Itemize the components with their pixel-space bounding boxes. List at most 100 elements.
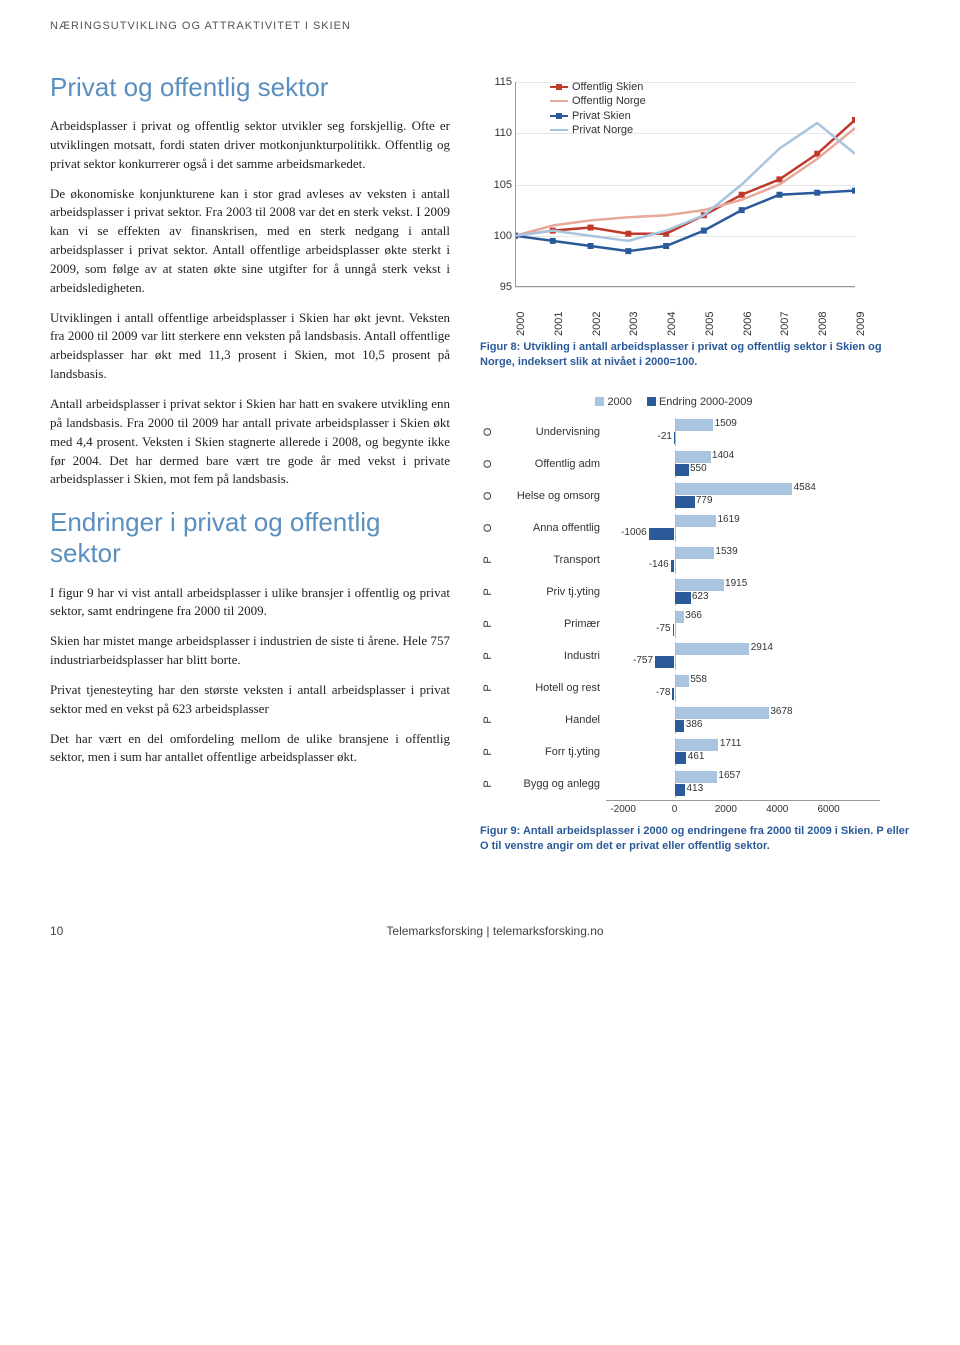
legend-label: 2000 bbox=[607, 396, 635, 408]
bar-2000 bbox=[675, 451, 711, 463]
x-axis-tick: 4000 bbox=[766, 804, 788, 815]
category-label: Anna offentlig bbox=[496, 522, 606, 534]
legend-label: Endring 2000-2009 bbox=[659, 396, 753, 408]
bar-2000 bbox=[675, 611, 684, 623]
bar-value-label: 461 bbox=[688, 751, 705, 762]
plot-area bbox=[515, 82, 855, 287]
category-label: Forr tj.yting bbox=[496, 746, 606, 758]
x-axis-tick: 2000 bbox=[715, 804, 737, 815]
bar-change bbox=[655, 656, 674, 668]
bar-row: OUndervisning1509-21 bbox=[480, 416, 880, 448]
bar-row: OAnna offentlig 1619 -1006 bbox=[480, 512, 880, 544]
sector-tag: O bbox=[482, 456, 494, 472]
paragraph: Skien har mistet mange arbeidsplasser i … bbox=[50, 632, 450, 670]
bar-row: PPrimær366-75 bbox=[480, 608, 880, 640]
bar-2000 bbox=[675, 547, 715, 559]
paragraph: Utviklingen i antall offentlige arbeidsp… bbox=[50, 309, 450, 384]
page-footer: 10 Telemarksforsking | telemarksforsking… bbox=[50, 924, 910, 938]
bar-2000 bbox=[675, 771, 718, 783]
bar-2000 bbox=[675, 707, 769, 719]
bar-value-label: 386 bbox=[686, 719, 703, 730]
line-chart-figure: 9510010511011520002001200220032004200520… bbox=[480, 72, 910, 332]
category-label: Industri bbox=[496, 650, 606, 662]
bar-group: 558 -78 bbox=[606, 674, 880, 702]
bar-2000 bbox=[675, 515, 717, 527]
x-axis-tick: -2000 bbox=[610, 804, 636, 815]
bar-value-label: -21 bbox=[658, 431, 672, 442]
bar-chart-legend: 2000 Endring 2000-2009 bbox=[480, 396, 880, 408]
y-tick-label: 100 bbox=[480, 230, 512, 242]
bar-value-label: -1006 bbox=[621, 527, 647, 538]
bar-x-axis: -2000 0 2000 4000 6000 bbox=[606, 800, 880, 818]
bar-value-label: 1915 bbox=[725, 578, 747, 589]
bar-change bbox=[675, 752, 687, 764]
bar-value-label: 2914 bbox=[751, 642, 773, 653]
bar-row: PPriv tj.yting1915623 bbox=[480, 576, 880, 608]
footer-text: Telemarksforsking | telemarksforsking.no bbox=[80, 924, 910, 938]
bar-value-label: 779 bbox=[696, 495, 713, 506]
bar-row: PHotell og rest 558 -78 bbox=[480, 672, 880, 704]
sector-tag: P bbox=[482, 648, 494, 664]
bar-2000 bbox=[675, 675, 689, 687]
bar-group: 1509 -21 bbox=[606, 418, 880, 446]
bar-value-label: -757 bbox=[633, 655, 653, 666]
category-label: Bygg og anlegg bbox=[496, 778, 606, 790]
bar-value-label: 1619 bbox=[717, 514, 739, 525]
y-tick-label: 105 bbox=[480, 179, 512, 191]
bar-value-label: 550 bbox=[690, 463, 707, 474]
bar-change bbox=[674, 432, 675, 444]
line-chart: 9510010511011520002001200220032004200520… bbox=[480, 72, 860, 332]
x-tick-label: 2005 bbox=[704, 312, 716, 336]
bar-2000 bbox=[675, 739, 719, 751]
bar-group: 1915623 bbox=[606, 578, 880, 606]
right-column: 9510010511011520002001200220032004200520… bbox=[480, 72, 910, 879]
section-title-1: Privat og offentlig sektor bbox=[50, 72, 450, 103]
category-label: Priv tj.yting bbox=[496, 586, 606, 598]
x-tick-label: 2000 bbox=[515, 312, 527, 336]
bar-value-label: 1404 bbox=[712, 450, 734, 461]
x-tick-label: 2001 bbox=[553, 312, 565, 336]
bar-2000 bbox=[675, 419, 714, 431]
two-column-layout: Privat og offentlig sektor Arbeidsplasse… bbox=[50, 72, 910, 879]
bar-row: PIndustri 2914 -757 bbox=[480, 640, 880, 672]
bar-row: PForr tj.yting1711461 bbox=[480, 736, 880, 768]
bar-change bbox=[675, 464, 689, 476]
sector-tag: O bbox=[482, 488, 494, 504]
gridline bbox=[515, 287, 855, 288]
sector-tag: P bbox=[482, 776, 494, 792]
bar-value-label: 4584 bbox=[794, 482, 816, 493]
bar-value-label: 558 bbox=[690, 674, 707, 685]
x-tick-label: 2006 bbox=[742, 312, 754, 336]
category-label: Transport bbox=[496, 554, 606, 566]
figure-9-caption: Figur 9: Antall arbeidsplasser i 2000 og… bbox=[480, 824, 910, 854]
bar-group: 366-75 bbox=[606, 610, 880, 638]
x-axis-tick: 6000 bbox=[818, 804, 840, 815]
bar-group: 1404 550 bbox=[606, 450, 880, 478]
bar-value-label: 1711 bbox=[720, 738, 742, 749]
category-label: Offentlig adm bbox=[496, 458, 606, 470]
page-header: NÆRINGSUTVIKLING OG ATTRAKTIVITET I SKIE… bbox=[50, 20, 910, 32]
legend-swatch bbox=[595, 397, 604, 406]
x-tick-label: 2007 bbox=[779, 312, 791, 336]
left-column: Privat og offentlig sektor Arbeidsplasse… bbox=[50, 72, 450, 879]
bar-value-label: 1509 bbox=[715, 418, 737, 429]
sector-tag: O bbox=[482, 520, 494, 536]
bar-group: 1539-146 bbox=[606, 546, 880, 574]
category-label: Primær bbox=[496, 618, 606, 630]
bar-group: 1619 -1006 bbox=[606, 514, 880, 542]
bar-value-label: 366 bbox=[685, 610, 702, 621]
bar-row: OHelse og omsorg4584779 bbox=[480, 480, 880, 512]
bar-2000 bbox=[675, 643, 750, 655]
bar-2000 bbox=[675, 483, 793, 495]
category-label: Hotell og rest bbox=[496, 682, 606, 694]
bar-value-label: 1539 bbox=[715, 546, 737, 557]
bar-value-label: -78 bbox=[656, 687, 670, 698]
x-tick-label: 2003 bbox=[628, 312, 640, 336]
bar-row: PTransport1539-146 bbox=[480, 544, 880, 576]
bar-change bbox=[675, 784, 686, 796]
sector-tag: O bbox=[482, 424, 494, 440]
x-axis-tick: 0 bbox=[672, 804, 678, 815]
sector-tag: P bbox=[482, 680, 494, 696]
sector-tag: P bbox=[482, 712, 494, 728]
bar-group: 2914 -757 bbox=[606, 642, 880, 670]
